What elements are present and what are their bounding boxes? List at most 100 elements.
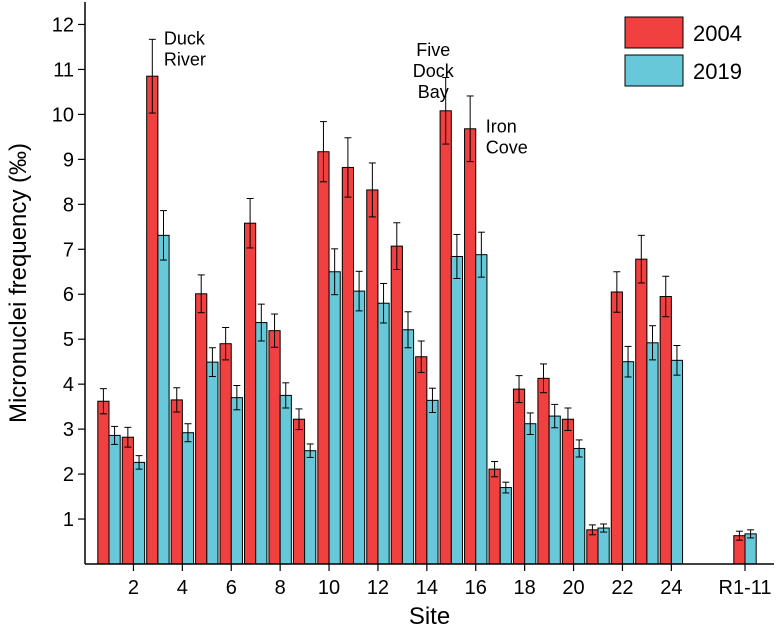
legend-label-2004: 2004 <box>693 21 742 46</box>
error-bar-2004-site-11 <box>344 137 352 198</box>
bar-2019-site-4 <box>181 432 195 565</box>
legend-swatch-2019 <box>624 54 684 87</box>
error-bar-2004-site-22 <box>613 271 621 313</box>
y-tick-label-1: 1 <box>63 509 74 531</box>
error-bar-2004-site-2 <box>124 426 132 448</box>
error-bar-2004-site-20 <box>564 407 572 431</box>
error-bar-2004-site-17 <box>491 460 499 478</box>
error-bar-2004-site-24 <box>662 275 670 318</box>
error-bar-2004-site-16 <box>466 95 474 163</box>
bar-2004-site-9 <box>292 418 306 565</box>
error-bar-2019-site-17 <box>502 481 510 494</box>
bar-2019-site-17 <box>499 487 512 565</box>
bar-2019-site-18 <box>524 423 537 565</box>
error-bar-2019-site-8 <box>282 382 290 409</box>
error-bar-2004-site-3 <box>148 38 156 114</box>
error-bar-2004-site-4 <box>173 387 181 413</box>
y-tick-label-5: 5 <box>63 329 74 351</box>
bar-2004-site-17 <box>488 468 501 565</box>
bar-2004-site-8 <box>268 330 281 565</box>
annotation-line: River <box>164 50 206 70</box>
error-bar-2004-site-7 <box>246 197 254 249</box>
x-tick-label-2: 2 <box>128 577 139 599</box>
annotation-line: Dock <box>413 61 455 81</box>
x-axis-title: Site <box>409 603 450 630</box>
bar-2019-site-16 <box>475 254 488 565</box>
error-bar-2019-site-14 <box>428 387 436 413</box>
legend-label-2019: 2019 <box>693 59 742 84</box>
bar-2004-site-1 <box>97 400 110 565</box>
y-tick-label-3: 3 <box>63 419 74 441</box>
y-tick-label-11: 11 <box>53 59 74 81</box>
x-tick-label-10: 10 <box>318 577 340 599</box>
bars-layer <box>97 75 757 565</box>
x-ticks: 2 4 6 8 10 12 14 16 18 20 22 24 R1-11 <box>128 564 772 599</box>
y-axis-title: Micronuclei frequency (‰) <box>5 143 32 423</box>
x-tick-label-22: 22 <box>611 577 633 599</box>
bar-2004-site-14 <box>415 356 428 565</box>
annotation-line: Five <box>416 40 450 60</box>
bar-2019-site-2 <box>132 461 146 565</box>
bar-2004-site-23 <box>635 258 648 565</box>
x-tick-label-4: 4 <box>177 577 188 599</box>
bar-2004-site-3 <box>146 75 159 565</box>
x-tick-label-16: 16 <box>465 577 487 599</box>
y-tick-label-2: 2 <box>63 464 74 486</box>
x-tick-label-24: 24 <box>660 577 682 599</box>
x-tick-label-R1-11: R1-11 <box>719 577 772 599</box>
x-tick-label-14: 14 <box>416 577 438 599</box>
error-bar-2019-site-15 <box>453 233 461 280</box>
bar-2004-site-4 <box>170 399 183 565</box>
annotation-line: Iron <box>486 116 517 136</box>
error-bar-2004-site-10 <box>319 121 327 183</box>
bar-2004-site-15 <box>439 110 452 565</box>
x-tick-label-20: 20 <box>562 577 584 599</box>
error-bar-2019-site-5 <box>208 347 216 378</box>
bar-2019-site-9 <box>304 450 317 565</box>
bar-2019-site-14 <box>426 399 439 565</box>
annotation-line: Bay <box>418 82 449 102</box>
bar-2004-site-2 <box>121 436 134 565</box>
y-tick-label-4: 4 <box>63 374 74 396</box>
bar-2019-site-24 <box>670 359 684 565</box>
error-bar-2019-site-1 <box>111 425 119 445</box>
bar-2004-site-19 <box>537 377 550 565</box>
error-bar-2019-site-19 <box>551 403 559 429</box>
error-bar-2019-site-6 <box>233 385 241 411</box>
bar-2019-site-20 <box>573 447 586 565</box>
bar-2004-site-7 <box>244 222 257 565</box>
y-tick-label-7: 7 <box>63 239 74 261</box>
annotation-line: Cove <box>486 137 528 157</box>
legend-swatch-2004 <box>624 16 684 49</box>
error-bar-2004-site-5 <box>197 274 205 314</box>
bar-2019-site-13 <box>401 329 415 565</box>
error-bar-2019-site-13 <box>404 311 412 349</box>
error-bar-2004-site-R1-11 <box>735 530 743 541</box>
bar-2019-site-11 <box>353 290 366 565</box>
bar-2019-site-22 <box>621 361 635 565</box>
error-bar-2019-site-21 <box>600 523 608 533</box>
y-tick-label-8: 8 <box>63 194 74 216</box>
error-bar-2019-site-3 <box>160 210 167 261</box>
bar-2019-site-10 <box>328 271 341 565</box>
error-bar-2004-site-6 <box>222 327 230 361</box>
error-bar-2004-site-18 <box>515 375 523 404</box>
error-bar-2004-site-9 <box>295 408 303 431</box>
x-tick-label-12: 12 <box>367 577 389 599</box>
axes-layer <box>84 2 774 565</box>
bar-2004-site-24 <box>659 295 672 565</box>
error-bar-2019-site-2 <box>135 455 143 470</box>
error-bar-2019-site-4 <box>184 423 192 443</box>
bar-2004-site-6 <box>219 343 232 565</box>
bar-2004-site-18 <box>512 388 526 565</box>
bar-2004-site-16 <box>464 128 477 565</box>
error-bar-2004-site-23 <box>637 234 645 284</box>
error-bar-2004-site-15 <box>442 77 450 145</box>
error-bar-2019-site-R1-11 <box>747 529 755 539</box>
error-bar-2019-site-24 <box>673 344 681 376</box>
